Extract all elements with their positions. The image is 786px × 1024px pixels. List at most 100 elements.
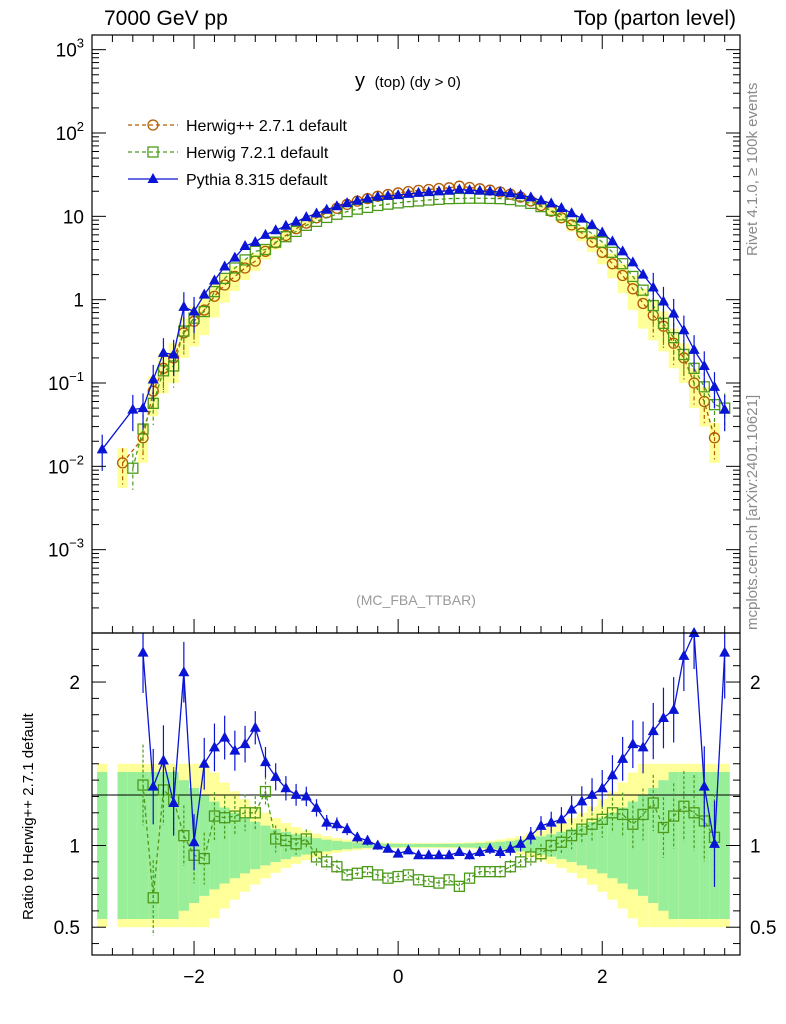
- ratio-point: [627, 738, 639, 749]
- ratio-band-green: [413, 843, 424, 848]
- ratio-point: [698, 780, 710, 791]
- data-point: [708, 380, 720, 391]
- legend-label: Herwig++ 2.7.1 default: [186, 118, 348, 135]
- ratio-point: [596, 813, 608, 825]
- main-band-yellow: [290, 224, 302, 234]
- data-point: [229, 251, 241, 262]
- data-point: [229, 262, 241, 274]
- legend-marker: [147, 119, 159, 131]
- data-point: [474, 184, 486, 195]
- ratio-point: [137, 779, 149, 791]
- data-point: [698, 359, 710, 370]
- ratio-point: [137, 646, 149, 657]
- data-point: [280, 219, 292, 230]
- data-point: [239, 240, 251, 251]
- ratio-band-green: [464, 843, 475, 848]
- data-point: [525, 191, 537, 202]
- ratio-point: [657, 821, 670, 834]
- ratio-band-green: [352, 842, 363, 849]
- ratio-point: [280, 782, 292, 793]
- ratio-band-green: [433, 843, 445, 848]
- ratio-band-green: [331, 840, 343, 851]
- data-point: [147, 373, 159, 384]
- data-point: [341, 197, 353, 208]
- x-tick-label: −2: [183, 967, 205, 988]
- data-point: [137, 402, 149, 413]
- data-point: [576, 212, 588, 223]
- ratio-point: [249, 721, 261, 732]
- ratio-point: [688, 807, 700, 819]
- ratio-point: [249, 807, 261, 819]
- main-band-yellow: [597, 243, 608, 265]
- ratio-band-green: [137, 771, 149, 920]
- ratio-y-tick-label: 2: [69, 673, 80, 694]
- ratio-band-green: [158, 771, 169, 920]
- data-point: [708, 432, 721, 444]
- data-point: [290, 225, 302, 238]
- ratio-band-green: [362, 843, 373, 848]
- data-point: [464, 184, 476, 195]
- series-triangle: [96, 183, 731, 471]
- ratio-point: [300, 833, 312, 845]
- ratio-band-green: [117, 771, 128, 920]
- ratio-point: [219, 731, 231, 742]
- ratio-point: [657, 711, 669, 722]
- ratio-band-green: [617, 807, 628, 884]
- ratio-point: [484, 842, 496, 853]
- data-point: [616, 258, 629, 270]
- ratio-point: [382, 842, 394, 853]
- data-point: [555, 201, 567, 212]
- data-point: [208, 285, 221, 298]
- ratio-point: [341, 823, 353, 834]
- ratio-point: [463, 872, 476, 884]
- ratio-line: [142, 784, 716, 898]
- ratio-band-green: [148, 771, 159, 920]
- ratio-point: [555, 836, 568, 848]
- ratio-band-green: [321, 839, 332, 852]
- ratio-band-green: [525, 838, 536, 853]
- ratio-y-tick-label-right: 0.5: [750, 918, 776, 939]
- plot-title-main: y: [355, 70, 365, 92]
- ratio-band-green: [495, 841, 506, 850]
- legend-label: Herwig 7.2.1 default: [186, 145, 329, 162]
- legend-marker: [147, 173, 159, 183]
- ratio-point: [453, 880, 466, 893]
- ratio-point: [637, 808, 649, 821]
- legend-entry: Pythia 8.315 default: [128, 172, 328, 189]
- data-point: [453, 183, 465, 194]
- ratio-band-green: [566, 828, 577, 863]
- ratio-point: [616, 808, 629, 821]
- ratio-point: [708, 837, 720, 848]
- ratio-band-green: [648, 787, 659, 903]
- ratio-band-green: [474, 843, 485, 848]
- data-point: [606, 235, 618, 246]
- data-point: [637, 268, 649, 279]
- y-tick-label: 103: [56, 36, 84, 62]
- ratio-point: [515, 837, 527, 848]
- data-point: [249, 236, 261, 247]
- ratio-point: [290, 788, 302, 799]
- data-point: [219, 260, 231, 271]
- ratio-point: [259, 756, 271, 767]
- data-point: [198, 305, 210, 318]
- data-point: [678, 324, 690, 335]
- ratio-point: [178, 830, 190, 842]
- ratio-point: [351, 831, 363, 842]
- ratio-band-green: [229, 812, 240, 879]
- ratio-point: [362, 834, 374, 845]
- ratio-point: [147, 780, 159, 791]
- x-tick-label: 0: [393, 967, 404, 988]
- ratio-point: [719, 646, 731, 657]
- data-point: [382, 189, 394, 200]
- ratio-point: [168, 796, 180, 807]
- data-point: [178, 300, 190, 311]
- data-point: [515, 189, 527, 200]
- data-point: [188, 305, 200, 316]
- data-point: [504, 187, 516, 198]
- data-point: [586, 218, 598, 229]
- series-line: [122, 185, 716, 464]
- ratio-point: [617, 752, 629, 763]
- header-process-label: Top (parton level): [573, 7, 736, 30]
